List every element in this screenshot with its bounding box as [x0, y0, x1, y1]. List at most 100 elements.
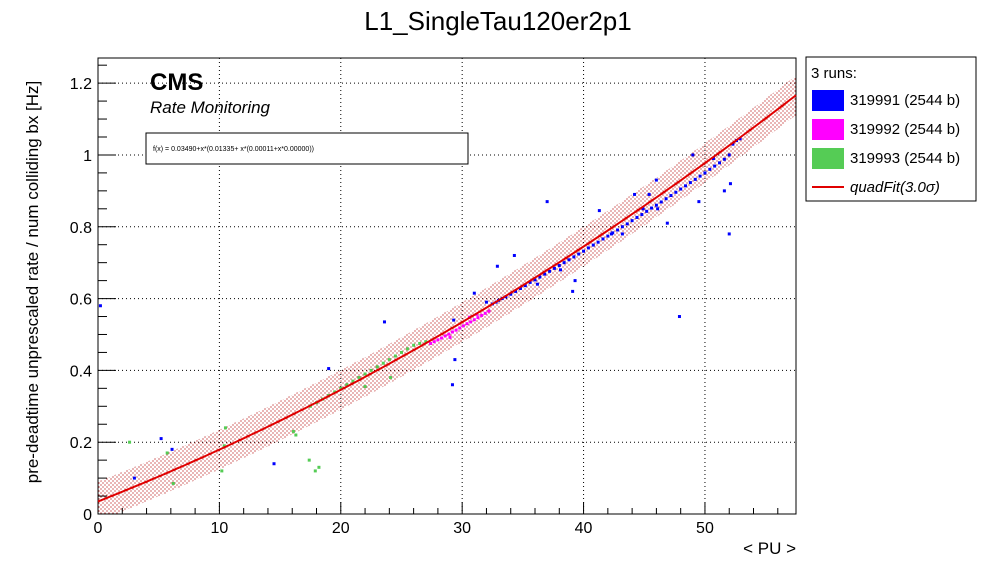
rate-monitoring-label: Rate Monitoring [150, 98, 271, 117]
data-point [674, 190, 678, 194]
data-point [630, 219, 634, 223]
data-point [159, 437, 163, 441]
x-tick-label: 10 [210, 520, 228, 537]
data-point [582, 249, 586, 253]
legend-entry: 319991 (2544 b) [812, 90, 960, 111]
plot-area: 0 10 20 30 40 50 0 0.2 0.4 0.6 0.8 1 1.2 [70, 57, 797, 537]
data-point [703, 171, 707, 175]
x-tick-label: 20 [332, 520, 350, 537]
data-point [381, 361, 385, 365]
data-point [591, 243, 595, 247]
data-point [535, 282, 539, 286]
y-axis-label: pre-deadtime unprescaled rate / num coll… [23, 81, 42, 484]
data-point [708, 167, 712, 171]
data-point [654, 178, 658, 182]
data-point [688, 181, 692, 185]
data-point [447, 332, 451, 336]
fit-formula: f(x) = 0.03490+x*(0.01335+ x*(0.00011+x*… [153, 146, 314, 153]
data-point [727, 232, 731, 236]
data-point [691, 153, 695, 157]
data-point [222, 444, 226, 448]
data-point [684, 184, 688, 188]
data-point [572, 255, 576, 259]
data-point [533, 278, 537, 282]
data-point [679, 187, 683, 191]
data-point [412, 343, 416, 347]
x-tick-label: 0 [94, 520, 103, 537]
data-point [458, 326, 462, 330]
data-point [484, 300, 488, 304]
data-point [165, 451, 169, 455]
data-point [664, 197, 668, 201]
data-point [697, 200, 701, 204]
legend-entry: quadFit(3.0σ) [812, 179, 940, 196]
data-point [450, 383, 454, 387]
data-point [625, 222, 629, 226]
data-point [487, 309, 491, 313]
data-point [601, 237, 605, 241]
data-point [669, 194, 673, 198]
data-point [727, 153, 731, 157]
legend: 3 runs: 319991 (2544 b)319992 (2544 b)31… [805, 56, 977, 202]
data-point [476, 316, 480, 320]
data-point [317, 465, 321, 469]
data-point [620, 225, 624, 229]
data-point [616, 228, 620, 232]
data-point [514, 289, 518, 293]
data-point [369, 368, 373, 372]
data-point [650, 206, 654, 210]
data-point [345, 383, 349, 387]
data-point [509, 292, 513, 296]
data-point [633, 192, 637, 196]
data-point [538, 275, 542, 279]
data-point [272, 462, 276, 466]
data-point [567, 258, 571, 262]
y-tick-label: 1 [83, 148, 92, 165]
legend-color-swatch [812, 148, 844, 169]
data-point [528, 280, 532, 284]
data-point [307, 458, 311, 462]
data-point [512, 253, 516, 257]
data-point [545, 200, 549, 204]
data-point [461, 324, 465, 328]
data-point [432, 340, 436, 344]
data-point [647, 192, 651, 196]
data-point [659, 200, 663, 204]
data-point [450, 330, 454, 334]
data-point [469, 320, 473, 324]
y-tick-label: 0.4 [70, 363, 92, 380]
x-axis-label: < PU > [743, 539, 796, 558]
data-point [363, 385, 367, 389]
data-point [609, 232, 613, 236]
fit-band [98, 75, 796, 514]
data-point [698, 174, 702, 178]
data-point [722, 157, 726, 161]
data-point [722, 189, 726, 193]
data-point [596, 240, 600, 244]
data-point [620, 232, 624, 236]
data-point [128, 440, 132, 444]
data-point [472, 318, 476, 322]
data-point [645, 209, 649, 213]
axis-ticks: 0 10 20 30 40 50 0 0.2 0.4 0.6 0.8 1 1.2 [70, 64, 779, 537]
legend-entry: 319992 (2544 b) [812, 119, 960, 140]
data-point [406, 347, 410, 351]
data-point [418, 341, 422, 345]
data-point [399, 350, 403, 354]
data-point [641, 207, 645, 211]
data-point [465, 322, 469, 326]
data-point [586, 246, 590, 250]
data-point [654, 203, 658, 207]
x-tick-label: 40 [575, 520, 593, 537]
y-tick-label: 0.6 [70, 292, 92, 309]
data-point [339, 386, 343, 390]
data-point [677, 315, 681, 319]
data-point [597, 209, 601, 213]
data-point [363, 372, 367, 376]
data-point [483, 311, 487, 315]
data-point [557, 264, 561, 268]
y-tick-label: 1.2 [70, 76, 92, 93]
data-point [170, 447, 174, 451]
data-point [440, 336, 444, 340]
data-point [454, 328, 458, 332]
